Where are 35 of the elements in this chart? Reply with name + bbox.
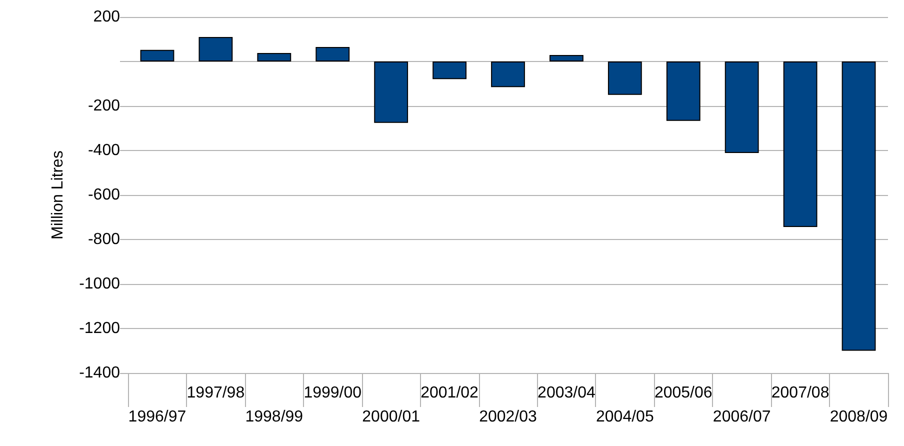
bar <box>257 53 292 62</box>
bar <box>550 55 584 62</box>
x-tick-label: 2000/01 <box>362 408 420 426</box>
y-tick-label: 200 <box>93 8 120 26</box>
bar <box>666 62 700 121</box>
bar <box>140 50 174 62</box>
x-tick-label: 2005/06 <box>654 384 712 402</box>
x-tick-label: 1999/00 <box>304 384 362 402</box>
bar <box>198 37 233 62</box>
x-tick-label: 2001/02 <box>420 384 479 402</box>
x-tick-label: 2007/08 <box>771 384 830 402</box>
bar <box>491 62 525 88</box>
x-tick-label: 2006/07 <box>712 408 771 426</box>
bar <box>783 62 818 228</box>
y-tick-label: -1200 <box>79 320 120 337</box>
x-tick-label: 1996/97 <box>128 408 186 426</box>
y-axis-title: Million Litres <box>50 150 66 240</box>
bar <box>842 62 876 351</box>
x-tick-label: 2008/09 <box>830 408 888 426</box>
x-tick-label: 1998/99 <box>245 408 304 426</box>
bar <box>432 62 466 80</box>
bar <box>374 62 408 123</box>
y-tick-label: -200 <box>88 98 120 114</box>
y-tick-label: -400 <box>88 142 120 159</box>
y-tick-label: -1400 <box>79 364 120 382</box>
bar <box>316 47 350 62</box>
y-tick-label: -800 <box>88 231 120 248</box>
y-tick-label: -600 <box>88 186 120 204</box>
x-tick-label: 2002/03 <box>479 408 538 426</box>
x-tick-label: 2003/04 <box>538 384 596 402</box>
x-tick-label: 1997/98 <box>186 384 245 402</box>
bar <box>724 62 759 153</box>
y-tick-label: -1000 <box>79 276 120 292</box>
bar <box>608 62 642 95</box>
x-tick-label: 2004/05 <box>596 408 654 426</box>
